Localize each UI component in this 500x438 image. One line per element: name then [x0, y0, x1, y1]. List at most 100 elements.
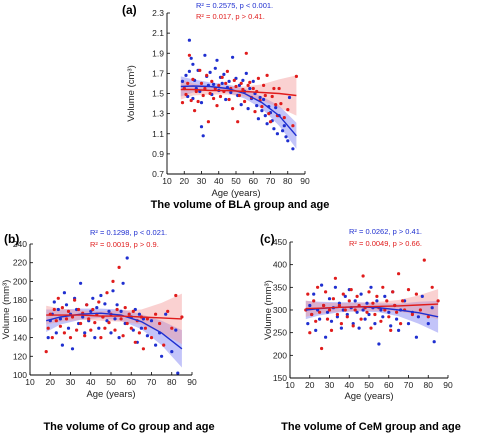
- red-data-point: [365, 310, 369, 314]
- red-data-point: [327, 308, 332, 312]
- blue-data-point: [291, 147, 295, 151]
- red-data-point: [58, 324, 63, 328]
- red-data-point: [180, 315, 184, 319]
- red-data-point: [272, 86, 276, 91]
- blue-data-point: [420, 294, 424, 298]
- red-data-point: [359, 317, 363, 321]
- red-data-point: [406, 288, 411, 292]
- red-data-point: [97, 300, 101, 304]
- blue-data-point: [308, 303, 312, 308]
- red-data-point: [399, 322, 403, 326]
- red-data-point: [111, 279, 115, 283]
- blue-data-point: [258, 95, 262, 100]
- red-data-point: [274, 103, 278, 107]
- blue-data-point: [66, 326, 71, 330]
- red-data-point: [246, 83, 250, 87]
- blue-data-point: [345, 312, 349, 317]
- red-data-point: [105, 291, 109, 295]
- blue-data-point: [203, 53, 207, 57]
- red-data-point: [325, 317, 330, 321]
- red-data-point: [387, 315, 391, 319]
- x-tick-label: 70: [404, 380, 414, 390]
- red-data-point: [187, 53, 191, 57]
- blue-data-point: [375, 299, 379, 303]
- red-data-point: [180, 101, 185, 105]
- red-data-point: [395, 310, 399, 314]
- stat-line-red: R² = 0.0049, p > 0.66.: [349, 239, 422, 248]
- blue-data-point: [406, 322, 411, 326]
- y-tick-label: 100: [13, 370, 27, 380]
- y-tick-label: 220: [13, 258, 27, 268]
- red-data-point: [324, 290, 328, 294]
- red-data-point: [291, 124, 295, 128]
- blue-data-point: [353, 299, 357, 303]
- red-data-point: [265, 73, 269, 77]
- blue-data-point: [324, 335, 328, 339]
- x-tick-label: 30: [197, 176, 207, 186]
- blue-data-point: [60, 343, 64, 347]
- red-data-point: [335, 312, 339, 317]
- red-data-point: [64, 317, 69, 321]
- blue-data-point: [387, 310, 391, 314]
- blue-data-point: [312, 292, 316, 296]
- red-data-point: [282, 116, 286, 120]
- blue-data-point: [70, 347, 75, 351]
- red-data-point: [205, 73, 209, 77]
- red-data-point: [268, 120, 273, 124]
- blue-data-point: [213, 66, 217, 70]
- red-data-point: [123, 306, 127, 310]
- red-data-point: [103, 326, 107, 330]
- red-data-point: [210, 79, 214, 83]
- blue-data-point: [95, 306, 99, 310]
- red-data-point: [331, 297, 335, 301]
- red-data-point: [68, 336, 73, 340]
- red-data-point: [379, 319, 383, 323]
- blue-data-point: [335, 315, 339, 319]
- blue-data-point: [121, 281, 125, 285]
- blue-data-point: [367, 312, 371, 317]
- x-tick-label: 90: [443, 380, 453, 390]
- blue-data-point: [89, 309, 93, 313]
- panel-b: 10 20 30 40 50 60 70 80 90 100 120 140 160 180 200 220 2…: [1, 228, 215, 433]
- red-data-point: [113, 328, 117, 332]
- red-data-point: [401, 299, 405, 303]
- red-fit-line: [180, 88, 297, 97]
- y-tick-label: 1.5: [152, 89, 164, 99]
- blue-data-point: [212, 82, 216, 86]
- blue-data-point: [369, 285, 373, 289]
- blue-data-point: [274, 106, 278, 110]
- stat-line-blue: R² = 0.1298, p < 0.021.: [90, 228, 167, 237]
- red-data-point: [127, 312, 131, 316]
- panel-caption: The volume of Co group and age: [43, 421, 214, 433]
- red-data-point: [73, 298, 77, 302]
- blue-data-point: [139, 326, 143, 330]
- red-data-point: [196, 99, 200, 104]
- x-tick-label: 50: [364, 380, 374, 390]
- red-data-point: [306, 292, 310, 296]
- red-data-point: [337, 303, 341, 308]
- blue-data-point: [117, 336, 121, 340]
- red-data-point: [251, 86, 255, 91]
- blue-data-point: [365, 301, 369, 305]
- blue-data-point: [227, 79, 231, 83]
- red-data-point: [83, 334, 87, 338]
- blue-data-point: [115, 303, 119, 307]
- blue-data-point: [272, 127, 276, 131]
- red-data-point: [115, 307, 119, 312]
- red-data-point: [383, 308, 387, 312]
- blue-data-point: [381, 315, 385, 319]
- blue-data-point: [244, 71, 248, 75]
- blue-data-point: [160, 354, 164, 358]
- blue-data-point: [287, 95, 292, 100]
- blue-data-point: [215, 58, 219, 62]
- red-data-point: [318, 310, 322, 314]
- blue-data-point: [343, 294, 347, 298]
- red-data-point: [312, 299, 316, 303]
- red-data-point: [201, 93, 205, 98]
- x-tick-label: 10: [285, 380, 295, 390]
- red-data-point: [52, 307, 56, 312]
- blue-data-point: [377, 342, 381, 346]
- blue-data-point: [263, 114, 267, 118]
- blue-data-point: [359, 292, 363, 296]
- red-data-point: [117, 265, 121, 269]
